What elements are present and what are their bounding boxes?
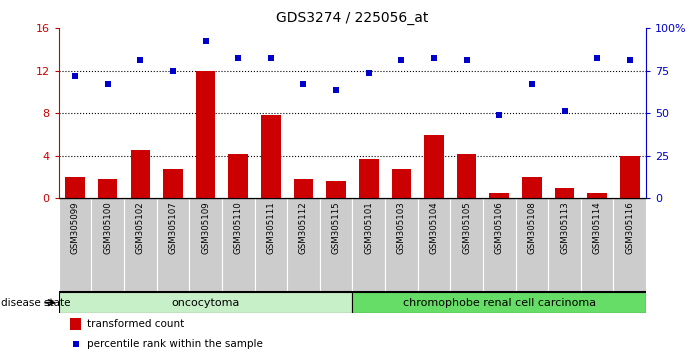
Text: GSM305113: GSM305113 (560, 201, 569, 254)
Bar (91, 198, 124, 292)
Point (493, 113, 504, 118)
Bar (581, 198, 614, 292)
Bar (189, 198, 222, 292)
Bar (131, 150, 150, 198)
Text: GSM305100: GSM305100 (103, 201, 112, 254)
Text: transformed count: transformed count (87, 319, 184, 329)
Text: GSM305108: GSM305108 (527, 201, 536, 254)
Bar (555, 188, 574, 198)
Bar (483, 198, 515, 292)
Bar (261, 115, 281, 198)
Bar (352, 198, 385, 292)
Text: GSM305110: GSM305110 (234, 201, 243, 254)
Bar (352, 292, 646, 313)
Text: GSM305107: GSM305107 (169, 201, 178, 254)
Bar (587, 193, 607, 198)
Bar (489, 193, 509, 198)
Text: GSM305109: GSM305109 (201, 201, 210, 254)
Bar (59, 292, 352, 313)
Point (135, 57, 146, 63)
Bar (320, 198, 352, 292)
Bar (417, 198, 451, 292)
Bar (522, 177, 542, 198)
Bar (65, 177, 85, 198)
Point (428, 55, 439, 61)
Point (298, 81, 309, 86)
Point (363, 70, 375, 76)
Text: GSM305111: GSM305111 (266, 201, 275, 254)
Point (265, 55, 276, 61)
Bar (294, 179, 313, 198)
Bar (392, 169, 411, 198)
Bar (229, 154, 248, 198)
Text: GSM305103: GSM305103 (397, 201, 406, 254)
Bar (451, 198, 483, 292)
Bar (614, 198, 646, 292)
Point (591, 55, 603, 61)
Bar (157, 198, 189, 292)
Text: GSM305106: GSM305106 (495, 201, 504, 254)
Bar (59, 198, 91, 292)
Text: GSM305101: GSM305101 (364, 201, 373, 254)
Point (200, 38, 211, 44)
Bar (124, 198, 157, 292)
Bar (385, 198, 417, 292)
Point (624, 57, 635, 63)
Bar (620, 156, 640, 198)
Point (70, 73, 81, 79)
Point (396, 57, 407, 63)
Bar (359, 159, 379, 198)
Bar (163, 169, 182, 198)
Bar (287, 198, 320, 292)
Bar (515, 198, 548, 292)
Point (330, 87, 341, 93)
Point (233, 55, 244, 61)
Bar (70, 318, 81, 330)
Text: GSM305105: GSM305105 (462, 201, 471, 254)
Point (167, 68, 178, 74)
Text: GSM305099: GSM305099 (70, 201, 79, 253)
Text: oncocytoma: oncocytoma (171, 298, 240, 308)
Text: GSM305104: GSM305104 (430, 201, 439, 254)
Bar (326, 181, 346, 198)
Text: GSM305116: GSM305116 (625, 201, 634, 254)
Bar (424, 135, 444, 198)
Title: GDS3274 / 225056_at: GDS3274 / 225056_at (276, 11, 428, 24)
Point (70, 341, 82, 347)
Point (559, 108, 570, 114)
Text: GSM305102: GSM305102 (136, 201, 145, 254)
Text: disease state: disease state (1, 298, 70, 308)
Bar (222, 198, 254, 292)
Bar (548, 198, 581, 292)
Text: GSM305112: GSM305112 (299, 201, 308, 254)
Bar (457, 154, 476, 198)
Point (102, 81, 113, 86)
Point (461, 57, 472, 63)
Text: GSM305115: GSM305115 (332, 201, 341, 254)
Bar (98, 179, 117, 198)
Point (527, 81, 538, 86)
Bar (254, 198, 287, 292)
Bar (196, 71, 216, 198)
Text: chromophobe renal cell carcinoma: chromophobe renal cell carcinoma (403, 298, 596, 308)
Text: percentile rank within the sample: percentile rank within the sample (87, 339, 263, 349)
Text: GSM305114: GSM305114 (593, 201, 602, 254)
